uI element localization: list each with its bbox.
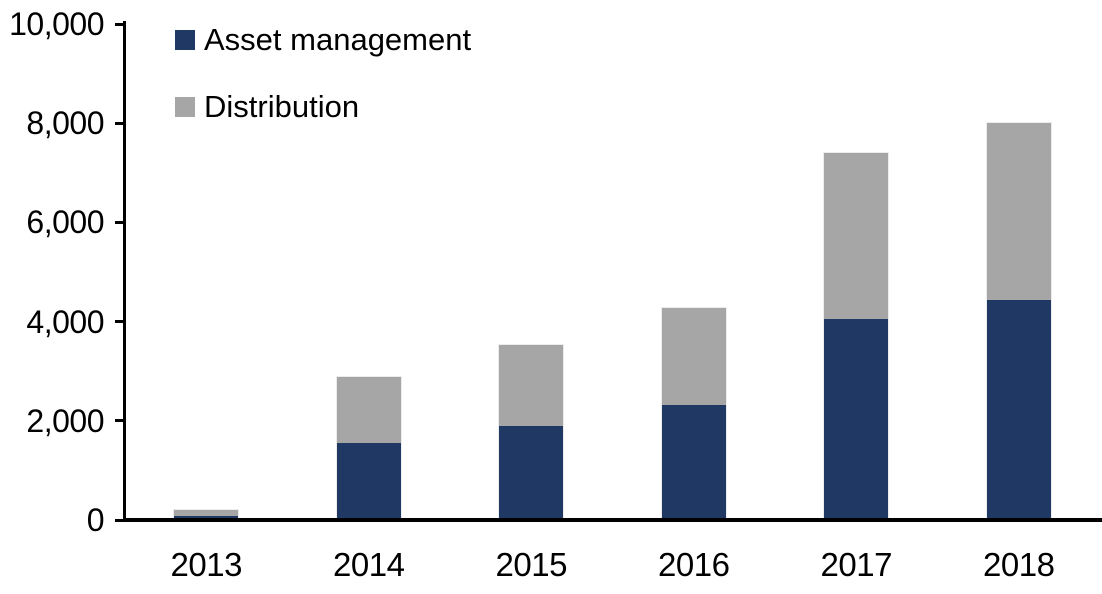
y-tick-8,000 — [115, 121, 124, 125]
y-tick-label-2,000: 2,000 — [26, 402, 104, 439]
y-tick-6,000 — [115, 220, 124, 224]
x-axis-line — [123, 518, 1102, 522]
bar-segment-2018-asset-management — [986, 300, 1051, 520]
bar-segment-2014-asset-management — [336, 443, 401, 520]
y-tick-10,000 — [115, 22, 124, 26]
bar-segment-2017-distribution — [824, 152, 889, 320]
legend-item-asset-management: Asset management — [175, 21, 471, 59]
x-tick-label-2015: 2015 — [495, 546, 568, 583]
bar-segment-2013-distribution — [174, 510, 239, 517]
y-tick-4,000 — [115, 320, 124, 324]
legend-item-distribution: Distribution — [175, 88, 471, 126]
bar-2016 — [660, 307, 727, 520]
y-tick-label-10,000: 10,000 — [9, 6, 104, 42]
bar-segment-2016-distribution — [661, 308, 726, 405]
bar-segment-2014-distribution — [336, 377, 401, 444]
bar-segment-2015-distribution — [499, 345, 564, 427]
bar-segment-2018-distribution — [986, 123, 1051, 301]
bar-2018 — [985, 122, 1052, 520]
y-tick-label-6,000: 6,000 — [26, 204, 104, 241]
legend-label-asset-management: Asset management — [204, 22, 472, 57]
chart-legend: Asset management Distribution — [175, 21, 471, 126]
bar-segment-2015-asset-management — [499, 426, 564, 520]
bar-2015 — [498, 344, 565, 520]
y-axis-line — [123, 21, 126, 522]
y-tick-0 — [115, 518, 124, 522]
y-tick-label-4,000: 4,000 — [26, 303, 104, 340]
x-tick-label-2017: 2017 — [820, 546, 893, 583]
legend-swatch-asset-management-icon — [175, 30, 195, 50]
bar-segment-2017-asset-management — [824, 319, 889, 520]
y-tick-label-0: 0 — [86, 502, 105, 538]
legend-swatch-distribution-icon — [175, 97, 195, 117]
y-tick-label-8,000: 8,000 — [26, 105, 104, 142]
y-tick-2,000 — [115, 419, 124, 423]
x-tick-label-2016: 2016 — [658, 546, 730, 583]
x-tick-label-2014: 2014 — [333, 546, 405, 583]
bar-2017 — [823, 151, 890, 520]
x-tick-label-2018: 2018 — [983, 546, 1055, 583]
bar-segment-2016-asset-management — [661, 404, 726, 520]
legend-label-distribution: Distribution — [204, 89, 360, 124]
bar-2014 — [335, 376, 402, 520]
x-tick-label-2013: 2013 — [170, 546, 243, 583]
